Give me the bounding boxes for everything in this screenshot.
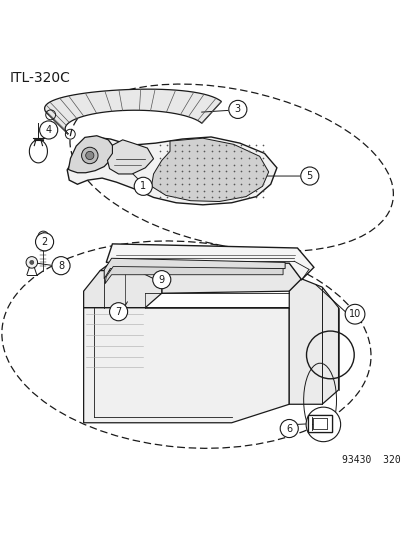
Circle shape xyxy=(152,271,171,289)
Circle shape xyxy=(81,147,98,164)
Circle shape xyxy=(228,100,246,118)
Text: 6: 6 xyxy=(285,424,292,433)
Circle shape xyxy=(300,167,318,185)
Circle shape xyxy=(134,177,152,196)
Text: 1: 1 xyxy=(140,181,146,191)
Circle shape xyxy=(52,256,70,274)
Text: 7: 7 xyxy=(115,306,121,317)
Text: 4: 4 xyxy=(45,125,52,135)
Bar xyxy=(312,418,326,430)
Bar xyxy=(312,418,326,430)
Circle shape xyxy=(36,233,54,251)
Polygon shape xyxy=(107,140,153,174)
Circle shape xyxy=(109,303,127,321)
Circle shape xyxy=(38,231,49,242)
Text: 5: 5 xyxy=(306,171,312,181)
Text: 2: 2 xyxy=(41,237,47,247)
Bar xyxy=(307,415,331,432)
Text: 3: 3 xyxy=(234,104,240,115)
Polygon shape xyxy=(106,244,313,280)
Circle shape xyxy=(305,407,340,442)
Polygon shape xyxy=(289,279,338,404)
Polygon shape xyxy=(100,259,301,293)
Circle shape xyxy=(280,419,298,438)
Text: 9: 9 xyxy=(158,274,164,285)
Circle shape xyxy=(30,260,34,264)
Polygon shape xyxy=(68,136,114,173)
Text: 8: 8 xyxy=(58,261,64,271)
Polygon shape xyxy=(83,308,289,423)
Text: ITL-320C: ITL-320C xyxy=(9,71,70,85)
Circle shape xyxy=(344,304,364,324)
Text: 10: 10 xyxy=(348,309,360,319)
Text: 93430  320: 93430 320 xyxy=(341,455,399,465)
Polygon shape xyxy=(105,266,282,284)
Circle shape xyxy=(26,256,38,268)
Bar xyxy=(307,415,331,432)
Polygon shape xyxy=(83,271,161,308)
Polygon shape xyxy=(67,137,276,205)
Polygon shape xyxy=(151,138,268,201)
Polygon shape xyxy=(45,89,221,134)
Polygon shape xyxy=(104,259,285,279)
Circle shape xyxy=(85,151,94,159)
Circle shape xyxy=(40,121,57,139)
